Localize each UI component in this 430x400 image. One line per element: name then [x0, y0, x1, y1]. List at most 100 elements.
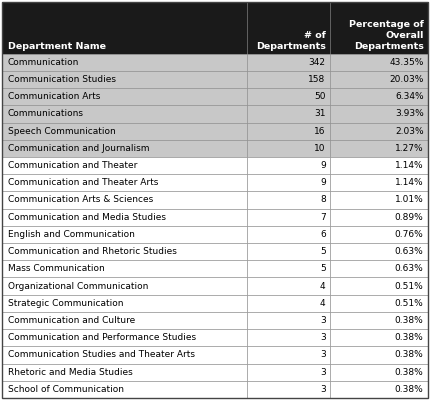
Text: 8: 8	[320, 196, 326, 204]
Bar	[247, 346, 330, 364]
Bar	[2, 312, 247, 329]
Text: Communications: Communications	[8, 110, 84, 118]
Bar	[330, 260, 428, 278]
Bar	[247, 191, 330, 209]
Text: # of
Departments: # of Departments	[256, 31, 326, 51]
Bar	[247, 278, 330, 295]
Bar	[330, 364, 428, 381]
Bar	[247, 226, 330, 243]
Bar	[2, 105, 247, 122]
Bar	[2, 243, 247, 260]
Bar	[2, 88, 247, 105]
Text: 342: 342	[309, 58, 326, 67]
Bar	[330, 174, 428, 191]
Bar	[330, 381, 428, 398]
Text: 3: 3	[320, 368, 326, 377]
Text: 3.93%: 3.93%	[395, 110, 424, 118]
Bar	[247, 329, 330, 346]
Text: 3: 3	[320, 333, 326, 342]
Text: 0.51%: 0.51%	[395, 299, 424, 308]
Text: 0.51%: 0.51%	[395, 282, 424, 290]
Text: 0.38%: 0.38%	[395, 316, 424, 325]
Text: 0.63%: 0.63%	[395, 247, 424, 256]
Text: Speech Communication: Speech Communication	[8, 127, 116, 136]
Bar	[2, 174, 247, 191]
Bar	[330, 54, 428, 71]
Text: 5: 5	[320, 264, 326, 273]
Bar	[330, 226, 428, 243]
Text: 0.76%: 0.76%	[395, 230, 424, 239]
Bar	[330, 243, 428, 260]
Text: 7: 7	[320, 213, 326, 222]
Bar	[330, 2, 428, 54]
Text: 0.38%: 0.38%	[395, 385, 424, 394]
Bar	[330, 278, 428, 295]
Text: 31: 31	[314, 110, 326, 118]
Text: 10: 10	[314, 144, 326, 153]
Text: 6.34%: 6.34%	[395, 92, 424, 101]
Text: Percentage of
Overall
Departments: Percentage of Overall Departments	[349, 20, 424, 51]
Bar	[330, 105, 428, 122]
Text: 4: 4	[320, 299, 326, 308]
Text: 0.89%: 0.89%	[395, 213, 424, 222]
Bar	[2, 157, 247, 174]
Text: 3: 3	[320, 316, 326, 325]
Bar	[247, 312, 330, 329]
Bar	[247, 140, 330, 157]
Bar	[2, 54, 247, 71]
Text: 1.14%: 1.14%	[395, 178, 424, 187]
Text: 158: 158	[308, 75, 326, 84]
Bar	[2, 191, 247, 209]
Text: Communication and Theater Arts: Communication and Theater Arts	[8, 178, 158, 187]
Bar	[2, 140, 247, 157]
Text: Communication Arts: Communication Arts	[8, 92, 100, 101]
Text: 9: 9	[320, 161, 326, 170]
Text: 6: 6	[320, 230, 326, 239]
Text: Rhetoric and Media Studies: Rhetoric and Media Studies	[8, 368, 132, 377]
Text: English and Communication: English and Communication	[8, 230, 135, 239]
Bar	[330, 209, 428, 226]
Text: 0.38%: 0.38%	[395, 333, 424, 342]
Text: Organizational Communication: Organizational Communication	[8, 282, 148, 290]
Text: 4: 4	[320, 282, 326, 290]
Text: 1.01%: 1.01%	[395, 196, 424, 204]
Text: Communication and Theater: Communication and Theater	[8, 161, 137, 170]
Text: 1.14%: 1.14%	[395, 161, 424, 170]
Text: 2.03%: 2.03%	[395, 127, 424, 136]
Bar	[2, 278, 247, 295]
Text: School of Communication: School of Communication	[8, 385, 124, 394]
Text: Communication Arts & Sciences: Communication Arts & Sciences	[8, 196, 153, 204]
Bar	[2, 295, 247, 312]
Bar	[247, 260, 330, 278]
Bar	[247, 243, 330, 260]
Bar	[330, 329, 428, 346]
Bar	[2, 209, 247, 226]
Text: Communication and Rhetoric Studies: Communication and Rhetoric Studies	[8, 247, 177, 256]
Bar	[330, 157, 428, 174]
Bar	[2, 71, 247, 88]
Bar	[247, 174, 330, 191]
Bar	[330, 191, 428, 209]
Bar	[2, 122, 247, 140]
Bar	[247, 122, 330, 140]
Bar	[247, 54, 330, 71]
Text: 0.38%: 0.38%	[395, 368, 424, 377]
Text: 16: 16	[314, 127, 326, 136]
Bar	[247, 105, 330, 122]
Bar	[330, 122, 428, 140]
Text: Communication: Communication	[8, 58, 79, 67]
Text: Communication and Media Studies: Communication and Media Studies	[8, 213, 166, 222]
Text: 3: 3	[320, 385, 326, 394]
Text: 0.38%: 0.38%	[395, 350, 424, 360]
Bar	[330, 140, 428, 157]
Text: 1.27%: 1.27%	[395, 144, 424, 153]
Bar	[247, 2, 330, 54]
Bar	[247, 364, 330, 381]
Bar	[2, 2, 247, 54]
Bar	[247, 209, 330, 226]
Bar	[2, 226, 247, 243]
Bar	[247, 71, 330, 88]
Text: Communication and Culture: Communication and Culture	[8, 316, 135, 325]
Text: 5: 5	[320, 247, 326, 256]
Text: Communication Studies and Theater Arts: Communication Studies and Theater Arts	[8, 350, 195, 360]
